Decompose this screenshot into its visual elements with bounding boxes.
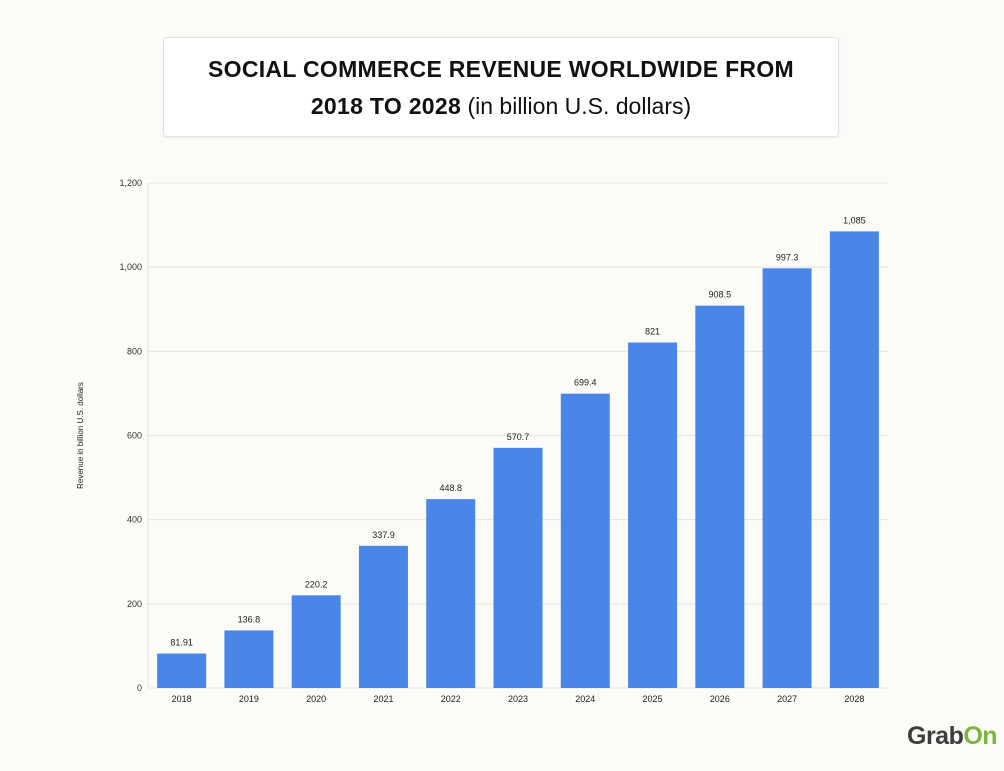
bar-2022	[426, 499, 476, 688]
bar-2024	[560, 393, 610, 688]
y-tick-label: 600	[127, 431, 142, 441]
data-label: 821	[645, 326, 660, 336]
data-label: 997.3	[776, 252, 799, 262]
y-tick-label: 800	[127, 346, 142, 356]
y-axis-label: Revenue in billion U.S. dollars	[76, 382, 85, 489]
data-label: 570.7	[507, 432, 530, 442]
data-label: 81.91	[170, 638, 193, 648]
y-tick-label: 200	[127, 599, 142, 609]
data-label: 448.8	[439, 483, 462, 493]
logo-part1: Grab	[907, 722, 964, 750]
x-tick-label: 2018	[172, 694, 192, 704]
x-tick-label: 2028	[844, 694, 864, 704]
x-tick-label: 2021	[373, 694, 393, 704]
data-label: 699.4	[574, 378, 597, 388]
y-tick-label: 1,200	[119, 178, 142, 188]
bar-2021	[358, 545, 408, 688]
bar-2020	[291, 595, 341, 688]
bar-2018	[157, 653, 207, 688]
chart-title: SOCIAL COMMERCE REVENUE WORLDWIDE FROM 2…	[163, 37, 839, 137]
x-tick-label: 2023	[508, 694, 528, 704]
bar-2019	[224, 630, 274, 688]
x-tick-label: 2025	[643, 694, 663, 704]
grabon-logo: GrabOn	[907, 722, 998, 751]
title-suffix: (in billion U.S. dollars)	[467, 93, 692, 119]
bar-2027	[762, 268, 812, 688]
bar-2023	[493, 447, 543, 688]
data-label: 136.8	[238, 614, 261, 624]
bar-2028	[829, 231, 879, 689]
data-label: 220.2	[305, 579, 328, 589]
data-label: 908.5	[709, 290, 732, 300]
x-tick-label: 2019	[239, 694, 259, 704]
title-line2: 2018 TO 2028	[310, 93, 462, 119]
data-label: 1,085	[843, 215, 866, 225]
y-tick-label: 1,000	[119, 262, 142, 272]
title-line1: SOCIAL COMMERCE REVENUE WORLDWIDE FROM	[208, 56, 794, 82]
bar-2025	[628, 342, 678, 688]
x-tick-label: 2022	[441, 694, 461, 704]
y-tick-label: 0	[137, 683, 142, 693]
x-tick-label: 2027	[777, 694, 797, 704]
x-tick-label: 2024	[575, 694, 595, 704]
data-label: 337.9	[372, 530, 395, 540]
x-tick-label: 2026	[710, 694, 730, 704]
y-tick-label: 400	[127, 515, 142, 525]
bar-2026	[695, 305, 745, 688]
x-tick-label: 2020	[306, 694, 326, 704]
logo-part2: On	[963, 722, 998, 750]
